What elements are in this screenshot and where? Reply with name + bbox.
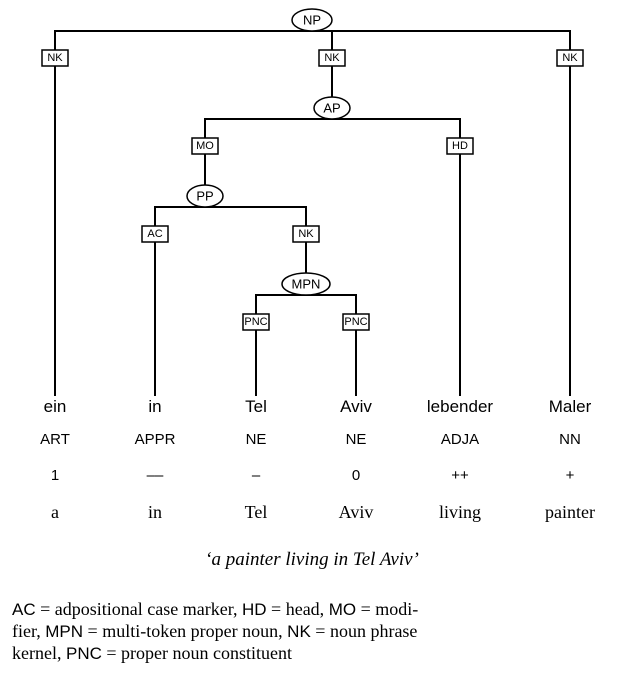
- legend-term: NK: [287, 622, 311, 641]
- leaf-gloss: Aviv: [339, 502, 374, 522]
- leaf-pos: NN: [559, 431, 581, 448]
- phrase-label: PP: [196, 189, 213, 204]
- edge-line: [55, 31, 312, 396]
- leaf-word: Tel: [245, 397, 267, 416]
- edge-line: [332, 119, 460, 396]
- legend-term: MO: [329, 600, 356, 619]
- phrase-label: MPN: [292, 277, 321, 292]
- leaf-score: –: [252, 467, 261, 484]
- leaf-pos: ADJA: [441, 431, 479, 448]
- leaf-gloss: Tel: [245, 502, 268, 522]
- edge-label-text: PNC: [344, 316, 367, 328]
- edge-label-text: NK: [47, 52, 63, 64]
- legend-term: HD: [242, 600, 267, 619]
- edge-label-text: AC: [147, 228, 162, 240]
- legend-text: = modi-: [356, 599, 418, 619]
- edge-label-text: NK: [324, 52, 340, 64]
- phrase-label: AP: [323, 101, 340, 116]
- caption-layer: ‘a painter living in Tel Aviv’: [205, 549, 419, 570]
- leaf-pos: ART: [40, 431, 70, 448]
- legend-text: = multi-token proper noun,: [83, 621, 287, 641]
- leaf-score: ––: [147, 467, 164, 484]
- edge-line: [205, 207, 306, 273]
- edge-label-text: NK: [562, 52, 578, 64]
- leaf-gloss: painter: [545, 502, 595, 522]
- edges-layer: [55, 31, 570, 396]
- leaves-layer: ein ART 1 a in APPR –– in Tel NE – Tel Aviv NE 0 Aviv le…: [40, 397, 595, 522]
- leaf-gloss: living: [439, 502, 481, 522]
- leaf-gloss: in: [148, 502, 162, 522]
- leaf-score: 1: [51, 467, 59, 484]
- edge-label-text: PNC: [244, 316, 267, 328]
- leaf-pos: NE: [346, 431, 367, 448]
- legend-line: kernel, PNC = proper noun constituent: [12, 643, 292, 663]
- leaf-word: ein: [44, 397, 67, 416]
- leaf-word: Maler: [549, 397, 592, 416]
- edge-line: [306, 295, 356, 396]
- syntax-tree-figure: NP AP PP MPN NK NK NK MO HD AC NK PNC PNC ein ART 1 a i…: [0, 0, 624, 690]
- leaf-pos: APPR: [135, 431, 176, 448]
- legend-text: fier,: [12, 621, 45, 641]
- legend-text: = noun phrase: [311, 621, 418, 641]
- phrase-label: NP: [303, 13, 321, 28]
- leaf-score: +: [566, 467, 575, 484]
- legend-term: MPN: [45, 622, 83, 641]
- legend-term: PNC: [66, 644, 102, 663]
- edge-label-text: HD: [452, 140, 468, 152]
- edge-label-text: MO: [196, 140, 214, 152]
- leaf-gloss: a: [51, 502, 59, 522]
- edge-line: [205, 119, 332, 185]
- leaf-word: in: [148, 397, 161, 416]
- leaf-pos: NE: [246, 431, 267, 448]
- legend-text: = proper noun constituent: [102, 643, 292, 663]
- leaf-score: 0: [352, 467, 360, 484]
- legend-text: = adpositional case marker,: [36, 599, 242, 619]
- leaf-word: Aviv: [340, 397, 372, 416]
- legend-layer: AC = adpositional case marker, HD = head…: [12, 599, 418, 663]
- legend-line: fier, MPN = multi-token proper noun, NK …: [12, 621, 417, 641]
- legend-line: AC = adpositional case marker, HD = head…: [12, 599, 418, 619]
- legend-term: AC: [12, 600, 36, 619]
- edge-label-text: NK: [298, 228, 314, 240]
- translation-caption: ‘a painter living in Tel Aviv’: [205, 549, 419, 570]
- legend-text: = head,: [267, 599, 329, 619]
- leaf-word: lebender: [427, 397, 494, 416]
- edge-line: [256, 295, 306, 396]
- leaf-score: ++: [451, 467, 469, 484]
- edge-line: [312, 31, 570, 396]
- legend-text: kernel,: [12, 643, 66, 663]
